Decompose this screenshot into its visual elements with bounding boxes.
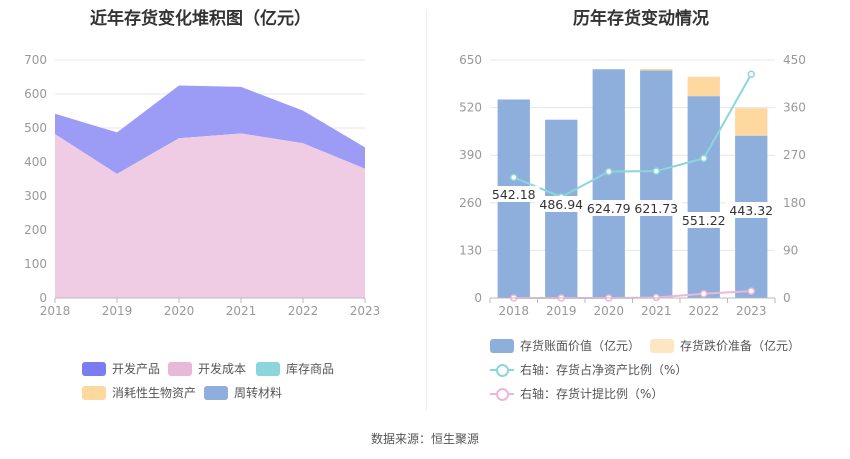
- right-y-tick-label: 0: [474, 291, 482, 305]
- legend-label: 右轴：存货计提比例（%）: [520, 387, 664, 401]
- bar-data-label: 486.94: [539, 197, 583, 212]
- legend-label: 开发成本: [198, 362, 247, 376]
- data-label-bg: [535, 196, 588, 212]
- net-asset-ratio-point: [700, 154, 708, 163]
- legend-label: 存货账面价值（亿元）: [520, 339, 641, 353]
- area-series-development-cost: [55, 133, 365, 298]
- bar-provision: [687, 76, 720, 97]
- legend-swatch: [204, 385, 228, 400]
- left-y-tick-label: 500: [24, 121, 47, 135]
- right-y-tick-label: 390: [459, 148, 482, 162]
- left-x-tick-label: 2021: [226, 304, 257, 318]
- stacked-area-chart: 0 100 200 300 400 500 600 700 2018 2019 2020 2021 20…: [24, 53, 381, 318]
- bar-book-value: [687, 96, 720, 299]
- legend-label: 右轴：存货占净资产比例（%）: [520, 363, 688, 377]
- legend-swatch: [490, 338, 514, 353]
- left-y-tick-label: 400: [24, 155, 47, 169]
- net-asset-ratio-point: [652, 167, 660, 175]
- bar-data-label: 624.79: [587, 201, 631, 216]
- bar-data-label: 443.32: [729, 203, 773, 218]
- net-asset-ratio-line: [513, 73, 753, 199]
- left-x-tick-label: 2020: [164, 304, 195, 318]
- right-y2-tick-label: 360: [783, 101, 806, 115]
- left-x-tick-label: 2018: [40, 304, 71, 318]
- legend-label: 周转材料: [234, 386, 283, 400]
- legend-item[interactable]: 存货账面价值（亿元）: [490, 337, 640, 354]
- left-y-tick-label: 0: [39, 291, 47, 305]
- bar-book-value: [640, 70, 673, 298]
- right-x-tick-label: 2022: [688, 304, 719, 318]
- data-label-bg: [630, 200, 683, 216]
- left-y-tick-label: 300: [24, 189, 47, 203]
- bar-data-label: 551.22: [682, 213, 726, 228]
- right-y2-tick-label: 270: [783, 148, 806, 162]
- legend-item[interactable]: 开发产品: [82, 360, 160, 377]
- data-label-bg: [677, 212, 730, 228]
- bar-provision: [640, 68, 673, 71]
- left-x-tick-label: 2022: [288, 304, 319, 318]
- provision-ratio-point: [652, 293, 660, 302]
- provision-ratio-point: [700, 290, 708, 298]
- left-y-tick-label: 100: [24, 257, 47, 271]
- legend-swatch: [82, 361, 106, 376]
- right-y-tick-label: 650: [459, 53, 482, 67]
- legend-item[interactable]: 存货跌价准备（亿元）: [650, 337, 800, 354]
- right-y2-tick-label: 450: [783, 53, 806, 67]
- legend-swatch: [256, 361, 280, 376]
- right-x-tick-label: 2019: [546, 304, 577, 318]
- right-y-tick-label: 260: [459, 196, 482, 210]
- legend-item[interactable]: 右轴：存货占净资产比例（%）: [490, 361, 687, 378]
- data-source: 数据来源：恒生聚源: [370, 432, 479, 446]
- left-y-tick-label: 200: [24, 223, 47, 237]
- right-x-tick-label: 2018: [498, 304, 529, 318]
- legend-item[interactable]: 消耗性生物资产: [82, 384, 196, 401]
- bar-data-label: 542.18: [492, 187, 536, 202]
- legend-item[interactable]: 库存商品: [256, 360, 334, 377]
- left-y-tick-label: 600: [24, 87, 47, 101]
- right-y2-tick-label: 0: [783, 291, 791, 305]
- legend-swatch: [168, 361, 192, 376]
- left-y-tick-label: 700: [24, 53, 47, 67]
- right-y-tick-label: 520: [459, 101, 482, 115]
- legend-item[interactable]: 开发成本: [168, 360, 246, 377]
- right-y-tick-label: 130: [459, 243, 482, 257]
- right-x-tick-label: 2023: [736, 304, 767, 318]
- legend-swatch: [650, 338, 674, 353]
- bar-book-value: [592, 69, 625, 298]
- right-y2-tick-label: 90: [783, 243, 798, 257]
- legend-label: 库存商品: [286, 362, 335, 376]
- legend-label: 存货跌价准备（亿元）: [680, 339, 801, 353]
- legend-item[interactable]: 周转材料: [204, 384, 282, 401]
- legend-swatch: [82, 385, 106, 400]
- panel-divider: [426, 10, 427, 410]
- legend-swatch: [490, 363, 514, 377]
- area-series-developed-products: [55, 85, 365, 174]
- bar-provision: [735, 108, 768, 136]
- net-asset-ratio-point: [747, 70, 755, 79]
- data-label-bg: [582, 200, 635, 216]
- legend-label: 消耗性生物资产: [112, 386, 197, 400]
- right-x-tick-label: 2021: [641, 304, 672, 318]
- right-chart-title: 历年存货变动情况: [573, 9, 709, 29]
- right-y2-tick-label: 180: [783, 196, 806, 210]
- inventory-bar-line-chart: 0 130 260 390 520 650 0 90 180 270 360 450 542.18486…: [459, 53, 806, 318]
- left-x-tick-label: 2019: [102, 304, 133, 318]
- legend-label: 开发产品: [112, 362, 161, 376]
- left-chart-title: 近年存货变化堆积图（亿元）: [90, 9, 311, 29]
- data-label-bg: [725, 202, 778, 218]
- legend-item[interactable]: 右轴：存货计提比例（%）: [490, 385, 663, 402]
- net-asset-ratio-point: [510, 173, 518, 182]
- net-asset-ratio-point: [605, 167, 613, 176]
- right-x-tick-label: 2020: [593, 304, 624, 318]
- legend-swatch: [490, 387, 514, 401]
- left-x-tick-label: 2023: [350, 304, 381, 318]
- provision-ratio-point: [747, 287, 755, 295]
- data-label-bg: [487, 186, 540, 202]
- bar-data-label: 621.73: [634, 201, 678, 216]
